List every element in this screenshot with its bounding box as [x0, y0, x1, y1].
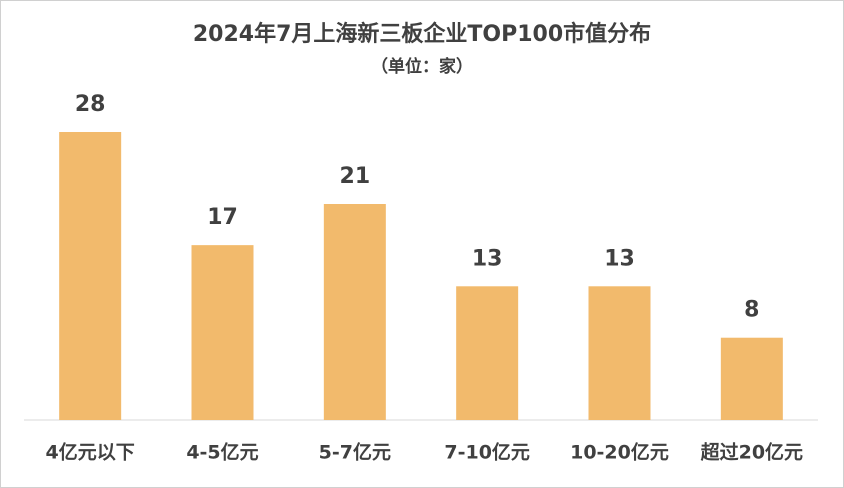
x-tick-label: 超过20亿元 — [700, 441, 803, 464]
data-label: 21 — [340, 164, 371, 189]
chart-subtitle: （单位：家） — [371, 56, 473, 77]
bar — [59, 132, 122, 420]
x-tick-label: 10-20亿元 — [570, 441, 669, 464]
x-tick-label: 7-10亿元 — [444, 441, 530, 464]
bar — [323, 204, 386, 420]
bar — [191, 245, 254, 420]
bar — [456, 286, 519, 420]
bar — [720, 337, 783, 420]
data-label: 8 — [744, 298, 759, 323]
x-tick-label: 4-5亿元 — [186, 441, 258, 464]
x-tick-label: 5-7亿元 — [319, 441, 391, 464]
x-tick-label: 4亿元以下 — [46, 441, 135, 464]
data-label: 13 — [604, 246, 635, 271]
bar — [588, 286, 651, 420]
data-label: 28 — [75, 92, 106, 117]
data-label: 13 — [472, 246, 503, 271]
chart-title: 2024年7月上海新三板企业TOP100市值分布 — [193, 21, 651, 47]
data-label: 17 — [207, 205, 238, 230]
